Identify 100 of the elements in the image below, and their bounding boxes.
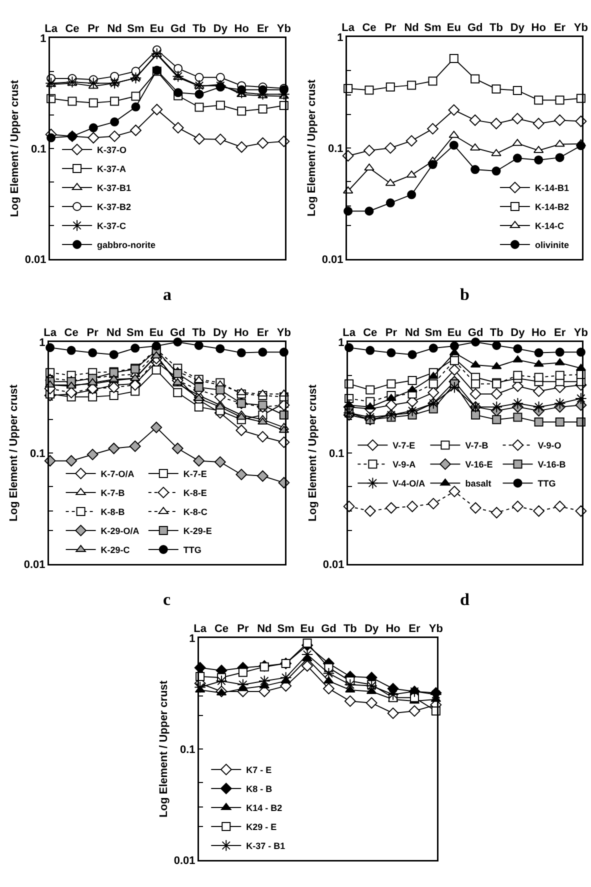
y-tick-label: 0.1: [31, 143, 46, 156]
y-tick-label: 0.01: [174, 854, 196, 867]
x-tick-label: Tb: [192, 327, 206, 340]
x-tick-label: Sm: [126, 327, 144, 340]
legend-label: K-37-C: [97, 221, 127, 232]
x-tick-label: Er: [554, 327, 566, 340]
x-tick-label: Pr: [88, 23, 100, 36]
x-tick-label: Nd: [257, 623, 272, 636]
legend-label: olivinite: [534, 240, 569, 250]
x-tick-label: Tb: [490, 327, 504, 340]
y-tick-label: 1: [40, 32, 46, 45]
legend-label: V-16-B: [538, 460, 566, 470]
x-tick-label: Yb: [428, 623, 444, 636]
x-tick-label: Nd: [107, 23, 122, 36]
x-tick-label: Yb: [276, 23, 292, 36]
legend-label: K8 - B: [246, 784, 273, 794]
x-tick-label: Dy: [213, 23, 228, 36]
y-tick-label: 0.1: [328, 142, 344, 155]
x-tick-label: Dy: [510, 327, 526, 340]
legend-label: V-7-B: [465, 440, 489, 451]
x-tick-label: Sm: [424, 327, 442, 340]
x-tick-label: Ce: [214, 623, 229, 636]
legend-label: K-14-B1: [534, 183, 569, 194]
legend-label: K-29-E: [183, 526, 212, 536]
legend-label: K-7-B: [100, 488, 126, 498]
x-tick-label: Pr: [384, 22, 397, 34]
y-tick-label: 0.1: [180, 744, 196, 756]
x-tick-label: La: [44, 327, 58, 340]
y-tick-label: 0.01: [24, 558, 46, 571]
y-tick-label: 0.01: [322, 254, 344, 266]
y-tick-label: 1: [39, 336, 46, 349]
legend-label: K-8-B: [100, 507, 126, 518]
y-tick-label: 1: [189, 632, 196, 645]
x-tick-label: Eu: [300, 623, 314, 636]
x-tick-label: Yb: [276, 327, 292, 340]
y-axis-title: Log Element / Upper crust: [158, 680, 170, 818]
x-tick-label: Gd: [170, 327, 186, 340]
x-tick-label: Ho: [234, 23, 250, 36]
legend-label: K-14-B2: [534, 202, 569, 212]
x-tick-label: Pr: [385, 327, 398, 340]
x-tick-label: La: [342, 22, 356, 34]
x-tick-label: Ho: [386, 623, 401, 636]
legend-label: K-37-O: [97, 145, 127, 156]
x-tick-label: Pr: [86, 327, 100, 340]
x-tick-label: Tb: [343, 623, 358, 636]
y-tick-label: 0.1: [329, 448, 344, 460]
legend-label: K-29-O/A: [100, 526, 140, 536]
x-tick-label: Sm: [277, 623, 295, 636]
x-tick-label: Ce: [64, 327, 78, 340]
legend-label: basalt: [465, 478, 492, 489]
text: b: [460, 285, 470, 304]
x-tick-label: Eu: [150, 23, 164, 36]
x-tick-label: Ho: [234, 327, 250, 340]
legend-label: K-8-E: [183, 488, 207, 498]
x-tick-label: Er: [256, 23, 270, 36]
y-axis-title: Log Element / Upper crust: [8, 384, 20, 522]
x-tick-label: Ce: [65, 23, 80, 36]
x-tick-label: Yb: [574, 22, 588, 34]
x-tick-label: Nd: [106, 327, 122, 340]
x-tick-label: Eu: [447, 327, 462, 340]
x-tick-label: Nd: [404, 327, 420, 340]
legend-label: K-29-C: [100, 545, 130, 556]
text: c: [163, 590, 171, 609]
x-tick-label: Ce: [362, 22, 376, 34]
legend-label: TTG: [538, 478, 556, 489]
legend-label: K7 - E: [246, 765, 272, 776]
y-tick-label: 1: [337, 32, 344, 44]
y-tick-label: 0.01: [24, 254, 46, 266]
x-tick-label: Ce: [363, 327, 378, 340]
x-tick-label: Dy: [510, 22, 526, 34]
legend-label: gabbro-norite: [97, 240, 156, 250]
legend-label: K29 - E: [246, 822, 277, 832]
legend-label: K-7-O/A: [100, 469, 135, 480]
legend-label: V-7-E: [392, 440, 416, 451]
legend-label: V-9-A: [392, 460, 416, 470]
y-tick-label: 1: [338, 336, 344, 349]
x-tick-label: La: [342, 327, 356, 340]
x-tick-label: Er: [408, 623, 422, 636]
x-tick-label: Er: [256, 327, 270, 340]
legend-label: TTG: [183, 545, 202, 556]
legend-label: K-37-B2: [97, 202, 132, 212]
legend-label: V-9-O: [538, 440, 562, 451]
x-tick-label: Sm: [127, 23, 145, 36]
x-tick-label: Tb: [490, 22, 504, 34]
legend-label: K14 - B2: [246, 803, 282, 814]
x-tick-label: La: [194, 623, 208, 636]
x-tick-label: Yb: [574, 327, 588, 340]
legend-label: V-4-O/A: [392, 478, 426, 489]
x-tick-label: Tb: [192, 23, 206, 36]
x-tick-label: La: [44, 23, 58, 36]
legend-label: K-37 - B1: [246, 841, 286, 852]
legend-label: K-7-E: [183, 469, 207, 480]
x-tick-label: Er: [554, 22, 566, 34]
x-tick-label: Sm: [424, 22, 442, 34]
legend-label: K-37-B1: [97, 183, 132, 194]
x-tick-label: Nd: [404, 22, 419, 34]
x-tick-label: Dy: [213, 327, 228, 340]
legend-label: V-16-E: [465, 460, 493, 470]
x-tick-label: Pr: [237, 623, 250, 636]
x-tick-label: Ho: [531, 327, 546, 340]
